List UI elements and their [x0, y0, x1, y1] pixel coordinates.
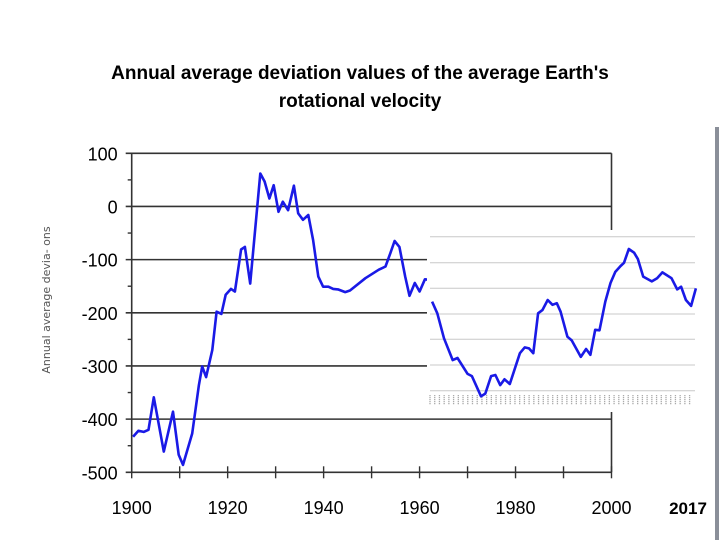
y-tick-label: -300	[82, 357, 118, 377]
y-tick-label: -100	[82, 251, 118, 271]
main-series	[132, 172, 434, 467]
y-tick-label: -400	[82, 410, 118, 430]
series-line-1900-1962	[132, 172, 434, 467]
side-bar-decoration	[715, 127, 719, 540]
y-tick-label: 100	[88, 144, 118, 164]
y-axis-label: Annual average devia- ons	[40, 226, 53, 373]
x-tick-label: 1960	[400, 498, 440, 518]
chart-title-line-2: rotational velocity	[278, 91, 442, 112]
y-tick-label: -200	[82, 304, 118, 324]
x-tick-label: 1980	[496, 498, 536, 518]
chart-title-line-1: Annual average deviation values of the a…	[111, 63, 609, 84]
x-tick-label: 1900	[112, 498, 152, 518]
inset-chart	[427, 230, 698, 412]
x-extra-label-2017: 2017	[669, 499, 707, 518]
x-tick-label: 1940	[304, 498, 344, 518]
x-tick-label: 1920	[208, 498, 248, 518]
y-tick-label: -500	[82, 463, 118, 483]
y-tick-label: 0	[108, 197, 118, 217]
tick-labels: 100 0 -100 -200 -300 -400 -500 1900 1920 1940 1960…	[82, 144, 632, 518]
x-tick-label: 2000	[591, 498, 631, 518]
